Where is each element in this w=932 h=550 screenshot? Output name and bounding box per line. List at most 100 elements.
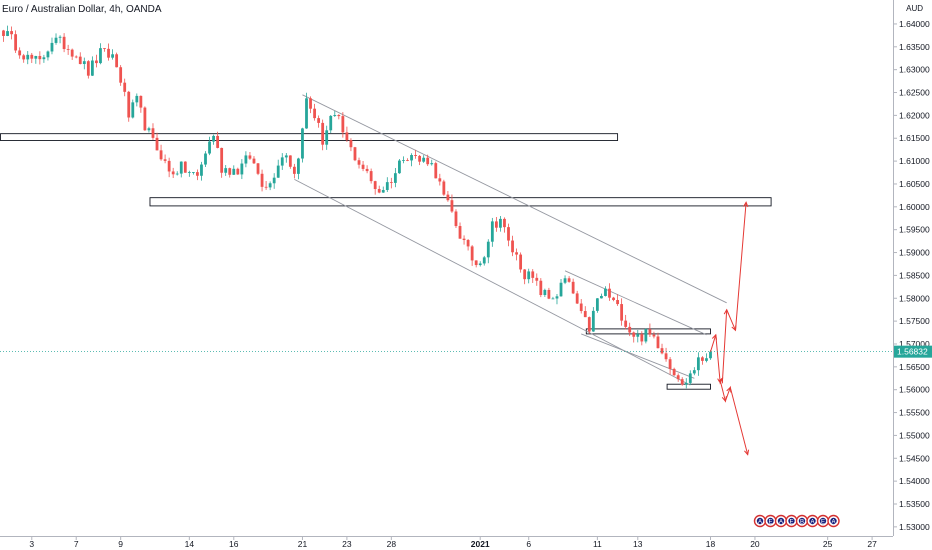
candle-body (256, 163, 260, 174)
candle-body (450, 200, 454, 212)
candle-body (155, 137, 159, 151)
candle-body (434, 163, 438, 179)
price-tick-label: 1.61500 (899, 133, 930, 143)
candle-body (559, 282, 563, 297)
price-tick-label: 1.59000 (899, 248, 930, 258)
candle-body (426, 157, 430, 165)
candle-body (474, 260, 478, 266)
candle-body (309, 98, 312, 109)
candle-body (196, 172, 199, 176)
price-axis[interactable]: 1.64000 1.63500 1.63000 1.62500 1.62000 1.615… (893, 19, 930, 532)
currency-badge-bg (895, 0, 932, 13)
candle-body (365, 168, 369, 172)
candle-body (446, 194, 450, 201)
candle-body (58, 36, 62, 38)
currency-event-icon-center (788, 517, 795, 525)
currency-event-icon-center (777, 517, 785, 525)
currency-badge[interactable]: AUD (906, 4, 923, 13)
candle-body (555, 296, 559, 299)
candle-body (240, 163, 244, 175)
candle-body (111, 54, 114, 58)
currency-event-label: E (768, 520, 772, 526)
candle-body (499, 218, 502, 228)
candle-layer (2, 25, 712, 389)
price-tick-label: 1.59500 (899, 225, 930, 235)
candle-body (151, 128, 155, 138)
candle-body (171, 171, 175, 175)
candle-body (381, 189, 385, 193)
candle-body (608, 288, 611, 298)
currency-event-icon-center (756, 517, 764, 525)
candle-body (297, 158, 300, 174)
channel-line (564, 270, 707, 336)
candle-body (119, 67, 123, 83)
candle-body (349, 140, 353, 148)
time-tick-label: 9 (118, 539, 123, 549)
price-tick-label: 1.57500 (899, 316, 930, 326)
time-tick-label: 13 (633, 539, 643, 549)
candle-body (696, 357, 700, 371)
candle-body (90, 60, 94, 76)
candle-body (632, 332, 636, 337)
candle-body (292, 166, 296, 174)
candle-body (636, 334, 640, 337)
candle-body (280, 157, 284, 166)
projection-path (719, 380, 749, 455)
projection-arrowhead (718, 377, 724, 384)
projection-arrowhead (744, 449, 750, 456)
price-tick-label: 1.60000 (899, 202, 930, 212)
candle-body (288, 155, 292, 167)
price-tick-label: 1.57000 (899, 339, 930, 349)
currency-event-icon-center (798, 517, 806, 525)
price-tick-label: 1.53000 (899, 522, 930, 532)
candle-body (82, 61, 86, 65)
candle-body (30, 54, 34, 59)
candle-body (438, 178, 442, 182)
time-axis[interactable]: 3 7 9 14 16 21 23 28 2021 6 11 13 18 20 25 27 (29, 536, 877, 550)
candle-body (252, 158, 256, 164)
candle-body (410, 155, 413, 161)
projection-arrowhead (726, 386, 732, 393)
candle-body (66, 49, 70, 50)
candle-body (131, 102, 135, 118)
candle-body (337, 115, 341, 117)
candle-body (191, 172, 195, 173)
currency-event-label: A (758, 520, 762, 526)
candle-body (539, 280, 543, 295)
price-tick-label: 1.54500 (899, 453, 930, 463)
candle-body (442, 181, 446, 195)
candle-body (684, 382, 688, 385)
channel-line (302, 94, 727, 304)
currency-event-label: B (800, 520, 804, 526)
zone-layer (0, 133, 772, 390)
candle-body (42, 57, 46, 60)
candle-body (531, 271, 535, 278)
candle-body (701, 357, 704, 361)
candle-body (70, 49, 74, 57)
candle-body (248, 155, 252, 159)
candle-body (519, 254, 523, 270)
candle-body (284, 155, 288, 158)
candle-body (648, 329, 652, 335)
candle-body (167, 160, 171, 172)
projection-arrowhead (723, 308, 730, 315)
candle-body (644, 329, 648, 342)
candle-body (212, 135, 215, 142)
time-tick-label: 6 (526, 539, 531, 549)
candle-body (317, 118, 321, 123)
price-tick-label: 1.58000 (899, 293, 930, 303)
price-tick-label: 1.63500 (899, 42, 930, 52)
candle-body (454, 211, 458, 227)
candle-body (385, 182, 389, 190)
chart-title: Euro / Australian Dollar, 4h, OANDA (2, 4, 162, 15)
candle-body (575, 293, 579, 304)
currency-event-label: E (821, 520, 825, 526)
candle-body (123, 82, 127, 92)
time-tick-label: 28 (387, 539, 397, 549)
candle-body (466, 240, 470, 247)
channel-layer (294, 94, 727, 386)
candle-body (591, 310, 595, 332)
candle-body (329, 115, 333, 131)
